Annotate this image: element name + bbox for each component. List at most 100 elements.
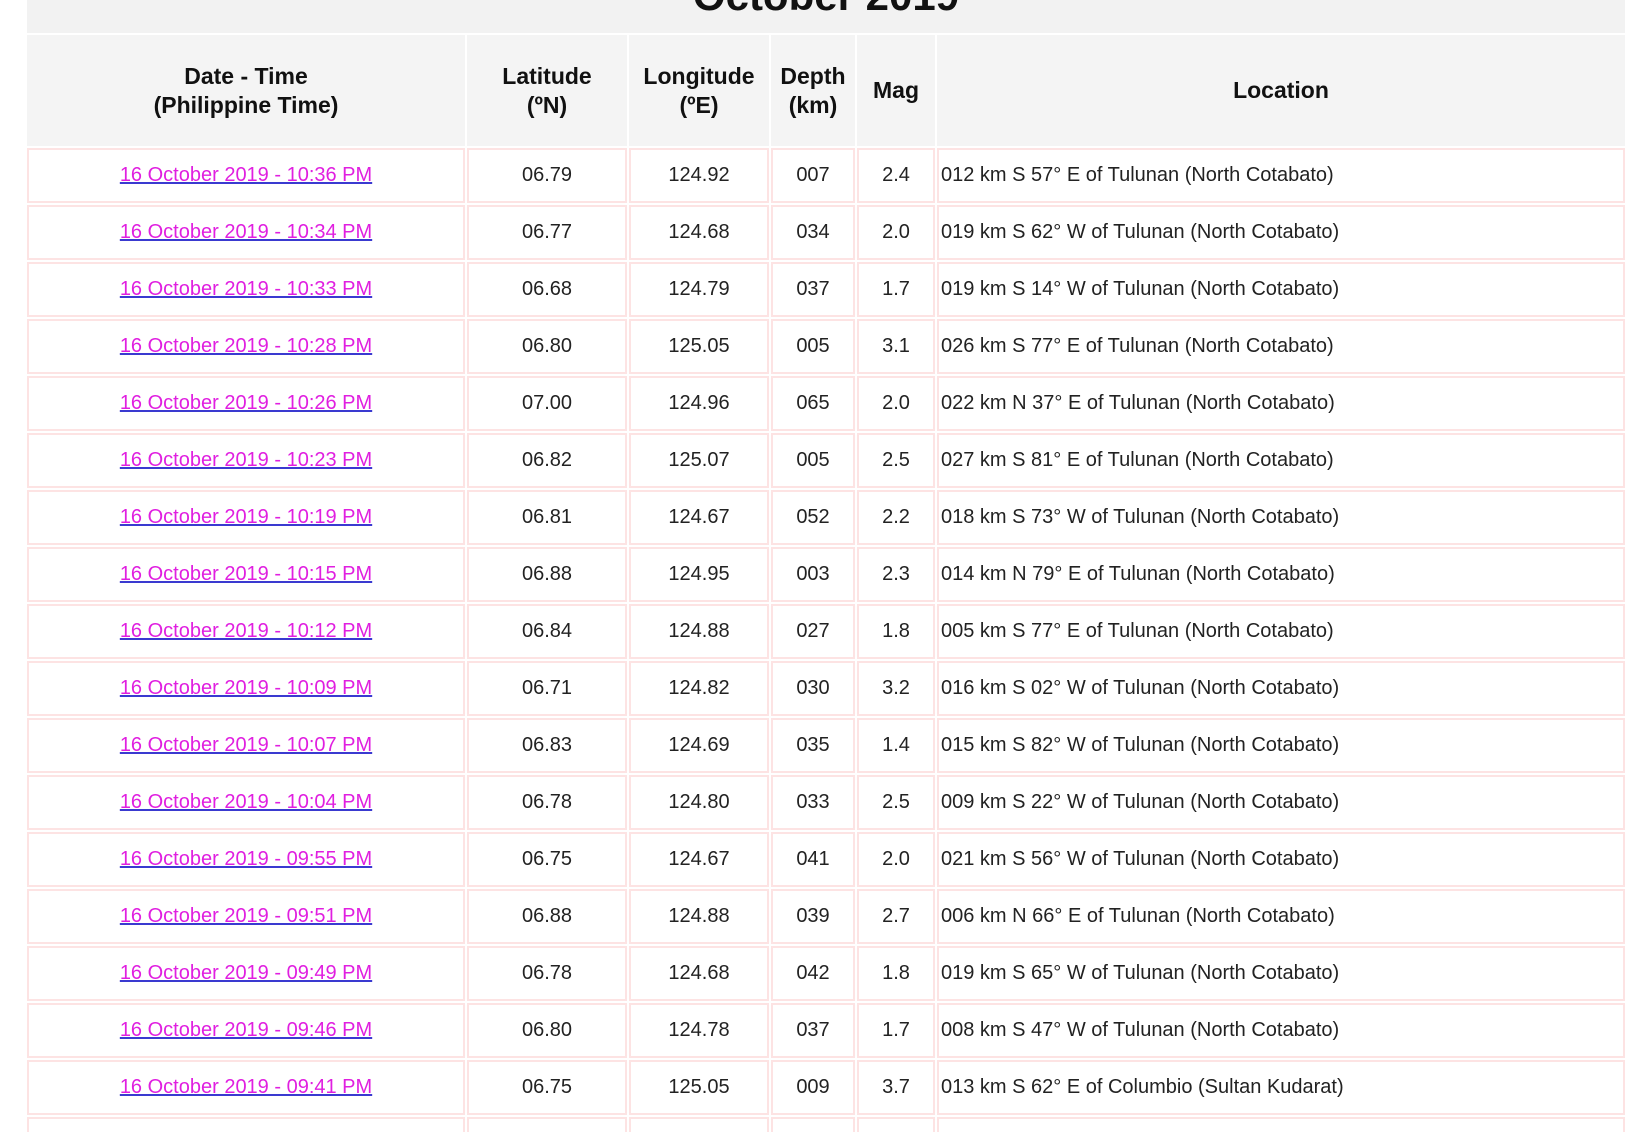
date-cell: 16 October 2019 - 09:51 PM bbox=[27, 889, 465, 944]
location-cell: 027 km S 81° E of Tulunan (North Cotabat… bbox=[937, 433, 1625, 488]
data-cell: 2.4 bbox=[857, 148, 935, 203]
data-cell: 035 bbox=[771, 718, 855, 773]
event-link[interactable]: 16 October 2019 - 10:15 PM bbox=[119, 563, 373, 585]
data-cell: 041 bbox=[771, 832, 855, 887]
event-link[interactable]: 16 October 2019 - 10:09 PM bbox=[119, 677, 373, 699]
header-text: Longitude bbox=[643, 62, 755, 89]
data-cell: 06.81 bbox=[467, 490, 627, 545]
header-text: Latitude bbox=[502, 62, 592, 89]
data-cell: 06.74 bbox=[467, 1117, 627, 1132]
title-band: October 2019 bbox=[27, 0, 1625, 33]
column-header: Depth (km) bbox=[771, 35, 855, 146]
data-cell: 06.68 bbox=[467, 262, 627, 317]
data-cell: 06.71 bbox=[467, 661, 627, 716]
table-row: 16 October 2019 - 10:12 PM 06.84 124.88 027… bbox=[27, 604, 1625, 659]
table-row: 16 October 2019 - 10:04 PM 06.78 124.80 033… bbox=[27, 775, 1625, 830]
data-cell: 2.7 bbox=[857, 889, 935, 944]
data-cell: 06.80 bbox=[467, 1003, 627, 1058]
data-cell: 037 bbox=[771, 1003, 855, 1058]
date-cell: 16 October 2019 - 10:12 PM bbox=[27, 604, 465, 659]
event-link[interactable]: 16 October 2019 - 09:49 PM bbox=[119, 962, 373, 984]
data-cell: 06.82 bbox=[467, 433, 627, 488]
data-cell: 007 bbox=[771, 148, 855, 203]
event-link[interactable]: 16 October 2019 - 10:23 PM bbox=[119, 449, 373, 471]
location-cell: 019 km S 14° W of Tulunan (North Cotabat… bbox=[937, 262, 1625, 317]
table-row: 16 October 2019 - 09:46 PM 06.80 124.78 037… bbox=[27, 1003, 1625, 1058]
column-header: Mag bbox=[857, 35, 935, 146]
data-cell: 009 bbox=[771, 1060, 855, 1115]
table-row: 16 October 2019 - 10:09 PM 06.71 124.82 030… bbox=[27, 661, 1625, 716]
date-cell: 16 October 2019 - 09:35 PM bbox=[27, 1117, 465, 1132]
data-cell: 034 bbox=[771, 205, 855, 260]
header-text: (ºN) bbox=[526, 91, 568, 118]
location-cell: 005 km S 77° E of Tulunan (North Cotabat… bbox=[937, 604, 1625, 659]
date-cell: 16 October 2019 - 10:09 PM bbox=[27, 661, 465, 716]
data-cell: 06.75 bbox=[467, 832, 627, 887]
table-row: 16 October 2019 - 10:36 PM 06.79 124.92 007… bbox=[27, 148, 1625, 203]
date-cell: 16 October 2019 - 10:34 PM bbox=[27, 205, 465, 260]
data-cell: 124.68 bbox=[629, 946, 769, 1001]
date-cell: 16 October 2019 - 10:36 PM bbox=[27, 148, 465, 203]
event-link[interactable]: 16 October 2019 - 10:34 PM bbox=[119, 221, 373, 243]
event-link[interactable]: 16 October 2019 - 10:36 PM bbox=[119, 164, 373, 186]
data-cell: 124.88 bbox=[629, 889, 769, 944]
table-row: 16 October 2019 - 10:26 PM 07.00 124.96 065… bbox=[27, 376, 1625, 431]
location-cell: 022 km N 37° E of Tulunan (North Cotabat… bbox=[937, 376, 1625, 431]
data-cell: 033 bbox=[771, 775, 855, 830]
event-link[interactable]: 16 October 2019 - 09:51 PM bbox=[119, 905, 373, 927]
table-row: 16 October 2019 - 09:49 PM 06.78 124.68 042… bbox=[27, 946, 1625, 1001]
data-cell: 1.8 bbox=[857, 946, 935, 1001]
data-cell: 124.92 bbox=[629, 148, 769, 203]
column-header: Location bbox=[937, 35, 1625, 146]
event-link[interactable]: 16 October 2019 - 09:55 PM bbox=[119, 848, 373, 870]
data-cell: 1.7 bbox=[857, 262, 935, 317]
event-link[interactable]: 16 October 2019 - 10:28 PM bbox=[119, 335, 373, 357]
data-cell: 124.82 bbox=[629, 661, 769, 716]
header-text: Mag bbox=[873, 77, 919, 103]
date-cell: 16 October 2019 - 10:07 PM bbox=[27, 718, 465, 773]
data-cell: 124.69 bbox=[629, 718, 769, 773]
location-cell: 016 km S 02° W of Tulunan (North Cotabat… bbox=[937, 661, 1625, 716]
data-cell: 06.88 bbox=[467, 889, 627, 944]
data-cell: 124.96 bbox=[629, 376, 769, 431]
data-cell: 042 bbox=[771, 946, 855, 1001]
event-link[interactable]: 16 October 2019 - 10:19 PM bbox=[119, 506, 373, 528]
data-cell: 2.5 bbox=[857, 775, 935, 830]
event-link[interactable]: 16 October 2019 - 10:33 PM bbox=[119, 278, 373, 300]
event-link[interactable]: 16 October 2019 - 09:41 PM bbox=[119, 1076, 373, 1098]
data-cell: 06.78 bbox=[467, 775, 627, 830]
data-cell: 052 bbox=[771, 490, 855, 545]
data-cell: 06.77 bbox=[467, 205, 627, 260]
event-link[interactable]: 16 October 2019 - 10:07 PM bbox=[119, 734, 373, 756]
data-cell: 005 bbox=[771, 1117, 855, 1132]
table-row: 16 October 2019 - 10:28 PM 06.80 125.05 005… bbox=[27, 319, 1625, 374]
date-cell: 16 October 2019 - 09:49 PM bbox=[27, 946, 465, 1001]
location-cell: 012 km S 57° E of Tulunan (North Cotabat… bbox=[937, 148, 1625, 203]
event-link[interactable]: 16 October 2019 - 09:46 PM bbox=[119, 1019, 373, 1041]
table-row: 16 October 2019 - 10:07 PM 06.83 124.69 035… bbox=[27, 718, 1625, 773]
data-cell: 027 bbox=[771, 604, 855, 659]
event-link[interactable]: 16 October 2019 - 10:12 PM bbox=[119, 620, 373, 642]
column-header: Date - Time (Philippine Time) bbox=[27, 35, 465, 146]
table-row: 16 October 2019 - 10:23 PM 06.82 125.07 005… bbox=[27, 433, 1625, 488]
data-cell: 124.80 bbox=[629, 775, 769, 830]
data-cell: 2.3 bbox=[857, 547, 935, 602]
data-cell: 3.7 bbox=[857, 1060, 935, 1115]
data-cell: 124.88 bbox=[629, 604, 769, 659]
table-row: 16 October 2019 - 09:51 PM 06.88 124.88 039… bbox=[27, 889, 1625, 944]
data-cell: 125.05 bbox=[629, 1060, 769, 1115]
table-row: 16 October 2019 - 09:35 PM06.74125.01005… bbox=[27, 1117, 1625, 1132]
table-row: 16 October 2019 - 09:55 PM 06.75 124.67 041… bbox=[27, 832, 1625, 887]
date-cell: 16 October 2019 - 09:46 PM bbox=[27, 1003, 465, 1058]
header-text: (Philippine Time) bbox=[153, 91, 339, 118]
event-link[interactable]: 16 October 2019 - 10:26 PM bbox=[119, 392, 373, 414]
data-cell: 124.78 bbox=[629, 1003, 769, 1058]
location-cell: 019 km S 62° W of Tulunan (North Cotabat… bbox=[937, 205, 1625, 260]
table-row: 16 October 2019 - 10:33 PM 06.68 124.79 037… bbox=[27, 262, 1625, 317]
column-header: Latitude (ºN) bbox=[467, 35, 627, 146]
event-link[interactable]: 16 October 2019 - 10:04 PM bbox=[119, 791, 373, 813]
data-cell: 124.67 bbox=[629, 832, 769, 887]
date-cell: 16 October 2019 - 10:19 PM bbox=[27, 490, 465, 545]
header-text: Location bbox=[1233, 77, 1329, 103]
